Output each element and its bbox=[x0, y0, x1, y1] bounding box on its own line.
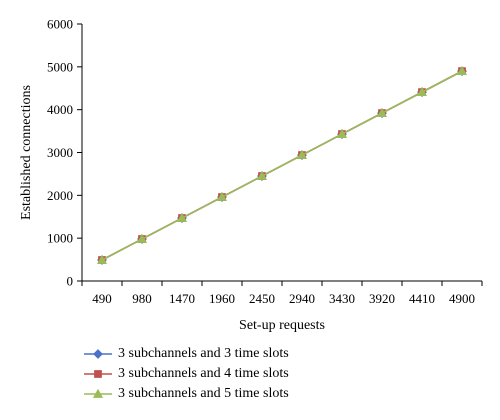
legend-marker-triangle bbox=[84, 388, 112, 398]
x-tick-label: 980 bbox=[132, 291, 152, 306]
y-ticks: 0 1000 2000 3000 4000 5000 6000 bbox=[47, 17, 82, 289]
data-point-square bbox=[94, 370, 102, 378]
x-tick-label: 1960 bbox=[209, 291, 235, 306]
y-tick-label: 6000 bbox=[47, 17, 73, 32]
y-tick-label: 5000 bbox=[47, 59, 73, 74]
data-point-triangle bbox=[92, 388, 104, 398]
x-tick-label: 1470 bbox=[169, 291, 195, 306]
legend-marker-square bbox=[84, 370, 112, 378]
data-point-triangle bbox=[456, 65, 468, 75]
data-point-triangle bbox=[296, 149, 308, 159]
y-tick-label: 3000 bbox=[47, 145, 73, 160]
y-axis-label: Established connections bbox=[19, 85, 34, 220]
series-3 bbox=[96, 65, 468, 264]
y-tick-label: 2000 bbox=[47, 188, 73, 203]
x-tick-label: 3430 bbox=[329, 291, 355, 306]
legend-label: 3 subchannels and 5 time slots bbox=[118, 386, 289, 401]
series-line bbox=[101, 70, 463, 261]
data-point-diamond bbox=[93, 349, 103, 359]
data-point-triangle bbox=[176, 212, 188, 222]
y-tick-label: 1000 bbox=[47, 231, 73, 246]
legend-marker-diamond bbox=[84, 349, 112, 359]
x-tick-label: 4900 bbox=[449, 291, 475, 306]
x-tick-label: 4410 bbox=[409, 291, 435, 306]
legend-label: 3 subchannels and 4 time slots bbox=[118, 366, 289, 381]
data-point-triangle bbox=[376, 107, 388, 117]
line-chart: 0 1000 2000 3000 4000 5000 6000 490 980 1470 1960… bbox=[19, 17, 483, 333]
x-tick-label: 2940 bbox=[289, 291, 315, 306]
x-ticks: 490 980 1470 1960 2450 2940 3430 3920 4410 4900 bbox=[81, 281, 483, 306]
legend-item: 3 subchannels and 3 time slots bbox=[84, 344, 289, 364]
chart-legend: 3 subchannels and 3 time slots 3 subchan… bbox=[84, 344, 289, 404]
x-axis-label: Set-up requests bbox=[239, 318, 325, 333]
legend-item: 3 subchannels and 4 time slots bbox=[84, 364, 289, 384]
data-point-triangle bbox=[96, 254, 108, 264]
x-tick-label: 3920 bbox=[369, 291, 395, 306]
legend-label: 3 subchannels and 3 time slots bbox=[118, 346, 289, 361]
data-point-triangle bbox=[256, 170, 268, 180]
legend-item: 3 subchannels and 5 time slots bbox=[84, 384, 289, 404]
x-tick-label: 2450 bbox=[249, 291, 275, 306]
y-tick-label: 4000 bbox=[47, 102, 73, 117]
data-point-triangle bbox=[336, 128, 348, 138]
chart-series bbox=[96, 65, 468, 265]
x-tick-label: 490 bbox=[92, 291, 112, 306]
data-point-triangle bbox=[216, 191, 228, 201]
data-point-triangle bbox=[136, 233, 148, 243]
data-point-triangle bbox=[416, 86, 428, 96]
y-tick-label: 0 bbox=[67, 274, 74, 289]
